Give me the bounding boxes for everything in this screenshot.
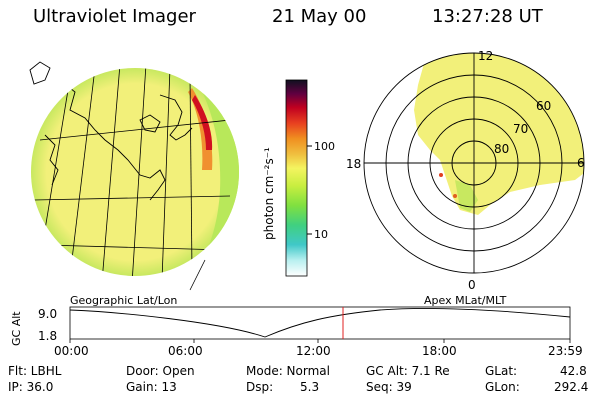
coastlines bbox=[44, 79, 193, 201]
glon-value: 292.4 bbox=[554, 380, 589, 394]
altitude-timeline: Geographic Lat/Lon Apex MLat/MLT GC Alt … bbox=[10, 294, 571, 346]
lat-label-60: 60 bbox=[536, 99, 551, 113]
mlt-label-18: 18 bbox=[346, 157, 361, 171]
earth-disk bbox=[31, 68, 239, 276]
timeline-y-label: GC Alt bbox=[10, 311, 23, 346]
earth-globe-image bbox=[29, 61, 239, 291]
polar-grid bbox=[363, 52, 585, 274]
y-tick-9: 9.0 bbox=[38, 307, 57, 321]
filter-info: Flt: LBHL bbox=[8, 364, 62, 378]
seq-info: Seq: 39 bbox=[366, 380, 412, 394]
offdisk-meridian bbox=[189, 259, 206, 291]
altitude-curve bbox=[69, 307, 571, 338]
glat-value: 42.8 bbox=[560, 364, 587, 378]
polar-emission bbox=[414, 53, 584, 215]
dsp-info: Dsp: bbox=[246, 380, 274, 394]
polar-auroral-oval bbox=[414, 53, 584, 215]
mlt-label-0: 0 bbox=[468, 278, 476, 292]
time-label: 13:27:28 UT bbox=[432, 6, 543, 27]
mlt-label-6: 6 bbox=[577, 156, 585, 170]
ip-info: IP: 36.0 bbox=[8, 380, 54, 394]
x-tick-0600: 06:00 bbox=[168, 344, 203, 358]
limb-red-band bbox=[192, 95, 213, 150]
colorbar-unit-label: photon cm⁻²s⁻¹ bbox=[262, 147, 276, 240]
x-tick-1800: 18:00 bbox=[422, 344, 457, 358]
colorbar-label-100: 100 bbox=[314, 140, 335, 153]
colorbar: 100 10 photon cm⁻²s⁻¹ bbox=[262, 79, 335, 277]
gc-alt-info: GC Alt: 7.1 Re bbox=[366, 364, 450, 378]
colorbar-gradient bbox=[285, 79, 308, 277]
date-label: 21 May 00 bbox=[272, 6, 367, 27]
instrument-title: Ultraviolet Imager bbox=[33, 6, 196, 27]
door-info: Door: Open bbox=[126, 364, 195, 378]
polar-plot: 12 18 6 0 60 70 80 bbox=[346, 49, 585, 292]
timeline-frame bbox=[69, 306, 571, 340]
timeline-x-ticks bbox=[69, 339, 571, 343]
x-tick-1200: 12:00 bbox=[296, 344, 331, 358]
glon-info: GLon: bbox=[485, 380, 520, 394]
timeline-right-title: Apex MLat/MLT bbox=[424, 294, 507, 307]
dsp-value: 5.3 bbox=[300, 380, 320, 394]
mode-info: Mode: Normal bbox=[246, 364, 330, 378]
x-tick-2359: 23:59 bbox=[548, 344, 583, 358]
lat-label-70: 70 bbox=[513, 122, 528, 136]
polar-bright-spot-1 bbox=[439, 173, 443, 177]
polar-green-patch bbox=[455, 180, 478, 212]
x-tick-0000: 00:00 bbox=[54, 344, 89, 358]
mlt-label-12: 12 bbox=[478, 49, 493, 63]
polar-bright-spot-2 bbox=[453, 194, 457, 198]
offdisk-coastline bbox=[29, 61, 51, 85]
y-tick-1-8: 1.8 bbox=[38, 329, 57, 343]
timeline-left-title: Geographic Lat/Lon bbox=[70, 294, 177, 307]
colorbar-label-10: 10 bbox=[314, 228, 328, 241]
gain-info: Gain: 13 bbox=[126, 380, 177, 394]
glat-info: GLat: bbox=[485, 364, 518, 378]
lat-label-80: 80 bbox=[494, 142, 509, 156]
